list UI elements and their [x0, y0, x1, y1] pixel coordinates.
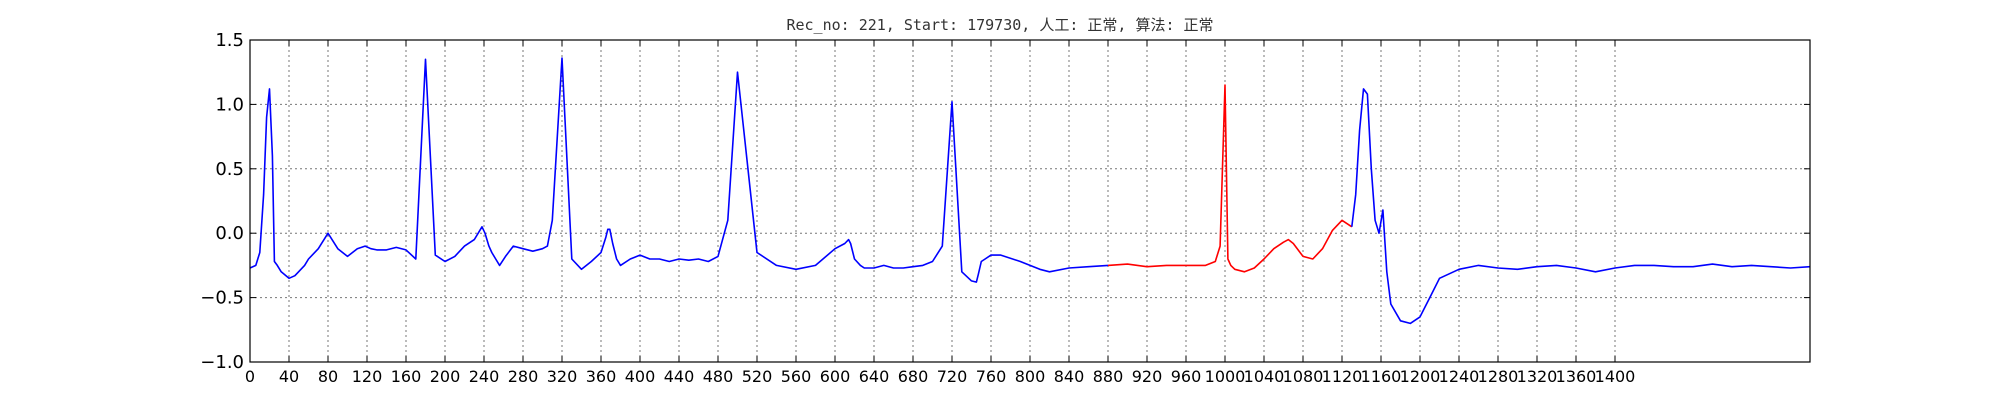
- x-tick-label-23: 920: [1132, 367, 1163, 386]
- x-tick-label-28: 1120: [1322, 367, 1363, 386]
- x-tick-label-0: 0: [245, 367, 255, 386]
- x-tick-label-33: 1320: [1517, 367, 1558, 386]
- x-tick-label-21: 840: [1054, 367, 1085, 386]
- x-tick-label-1: 40: [279, 367, 299, 386]
- series-line-1: [1107, 84, 1353, 273]
- grid-layer: [249, 39, 1810, 363]
- x-tick-label-16: 640: [859, 367, 890, 386]
- x-tick-label-2: 80: [318, 367, 338, 386]
- x-tick-label-31: 1240: [1439, 367, 1480, 386]
- x-tick-label-30: 1200: [1400, 367, 1441, 386]
- x-tick-label-32: 1280: [1478, 367, 1519, 386]
- x-tick-label-6: 240: [469, 367, 500, 386]
- series-line-2: [1351, 88, 1811, 325]
- x-tick-label-9: 360: [586, 367, 617, 386]
- x-tick-label-4: 160: [391, 367, 422, 386]
- x-tick-label-18: 720: [937, 367, 968, 386]
- y-tick-label-0: −1.0: [200, 352, 244, 373]
- x-tick-label-29: 1160: [1361, 367, 1402, 386]
- x-tick-label-10: 400: [625, 367, 656, 386]
- x-tick-label-27: 1080: [1283, 367, 1324, 386]
- x-tick-label-26: 1040: [1244, 367, 1285, 386]
- axes-layer: [249, 39, 1811, 363]
- x-tick-label-13: 520: [742, 367, 773, 386]
- x-tick-label-34: 1360: [1556, 367, 1597, 386]
- x-tick-label-19: 760: [976, 367, 1007, 386]
- series-layer: [249, 57, 1811, 325]
- x-tick-label-20: 800: [1015, 367, 1046, 386]
- x-tick-label-15: 600: [820, 367, 851, 386]
- x-tick-label-14: 560: [781, 367, 812, 386]
- y-tick-label-2: 0.0: [215, 223, 244, 244]
- series-line-0: [249, 57, 1109, 283]
- x-tick-label-24: 960: [1171, 367, 1202, 386]
- x-tick-label-17: 680: [898, 367, 929, 386]
- chart-title: Rec_no: 221, Start: 179730, 人工: 正常, 算法: …: [786, 16, 1213, 34]
- x-tick-label-12: 480: [703, 367, 734, 386]
- y-tick-label-1: −0.5: [200, 288, 244, 309]
- x-tick-label-3: 120: [352, 367, 383, 386]
- x-tick-label-11: 440: [664, 367, 695, 386]
- x-tick-labels: 0 40 80 120 160 200 240 280 320 360 400 440 480 520 56…: [245, 367, 1635, 386]
- x-tick-label-25: 1000: [1205, 367, 1246, 386]
- x-tick-label-5: 200: [430, 367, 461, 386]
- y-tick-label-3: 0.5: [215, 159, 244, 180]
- x-tick-label-22: 880: [1093, 367, 1124, 386]
- x-tick-label-8: 320: [547, 367, 578, 386]
- x-tick-label-7: 280: [508, 367, 539, 386]
- y-tick-label-5: 1.5: [215, 30, 244, 51]
- y-tick-label-4: 1.0: [215, 94, 244, 115]
- y-tick-labels: −1.0 −0.5 0.0 0.5 1.0 1.5: [200, 30, 244, 373]
- x-tick-label-35: 1400: [1595, 367, 1636, 386]
